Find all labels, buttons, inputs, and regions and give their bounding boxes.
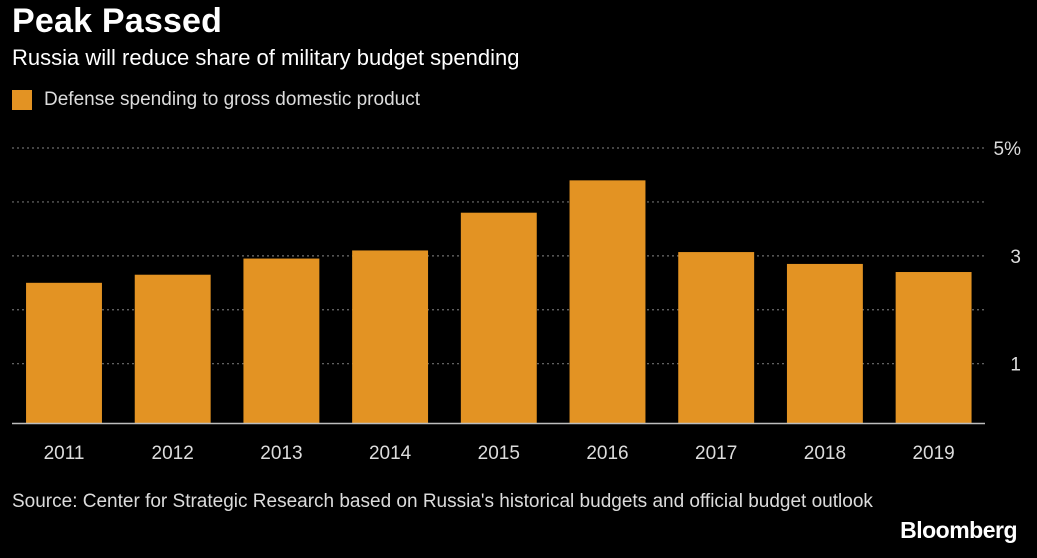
x-tick-2014: 2014: [369, 443, 412, 464]
bar-2015: [460, 212, 537, 423]
bar-2012: [134, 274, 211, 423]
legend: Defense spending to gross domestic produ…: [12, 89, 420, 111]
bar-2017: [678, 252, 755, 423]
bar-2018: [786, 263, 863, 423]
chart-title: Peak Passed: [12, 2, 223, 40]
bloomberg-logo: Bloomberg: [900, 517, 1017, 543]
x-tick-2016: 2016: [586, 443, 628, 464]
y-tick-3: 3: [1010, 247, 1021, 268]
source-note: Source: Center for Strategic Research ba…: [12, 491, 873, 512]
bar-2013: [243, 258, 320, 423]
square-swatch-icon: [12, 90, 32, 110]
x-tick-labels: 2011 2012 2013 2014 2015 2016 2017 2018 2019: [44, 443, 955, 464]
y-axis: 5% 3 1: [994, 139, 1022, 376]
legend-label: Defense spending to gross domestic produ…: [44, 89, 420, 110]
bar-2011: [26, 282, 102, 423]
x-tick-2012: 2012: [152, 443, 194, 464]
x-tick-2013: 2013: [260, 443, 302, 464]
x-tick-2019: 2019: [912, 443, 954, 464]
y-tick-5: 5%: [994, 139, 1022, 160]
chart-subtitle: Russia will reduce share of military bud…: [12, 45, 520, 70]
bar-2016: [569, 180, 646, 423]
x-tick-2011: 2011: [44, 443, 85, 464]
x-tick-2015: 2015: [478, 443, 520, 464]
bar-2014: [352, 250, 429, 423]
y-tick-1: 1: [1010, 355, 1021, 376]
bar-chart: 5%31 2011 2012 2013 2014 2015 2016 2017 2018 201…: [12, 139, 1022, 464]
x-tick-2017: 2017: [695, 443, 737, 464]
bar-2019: [895, 272, 972, 423]
bars: [26, 180, 972, 423]
x-tick-2018: 2018: [804, 443, 846, 464]
